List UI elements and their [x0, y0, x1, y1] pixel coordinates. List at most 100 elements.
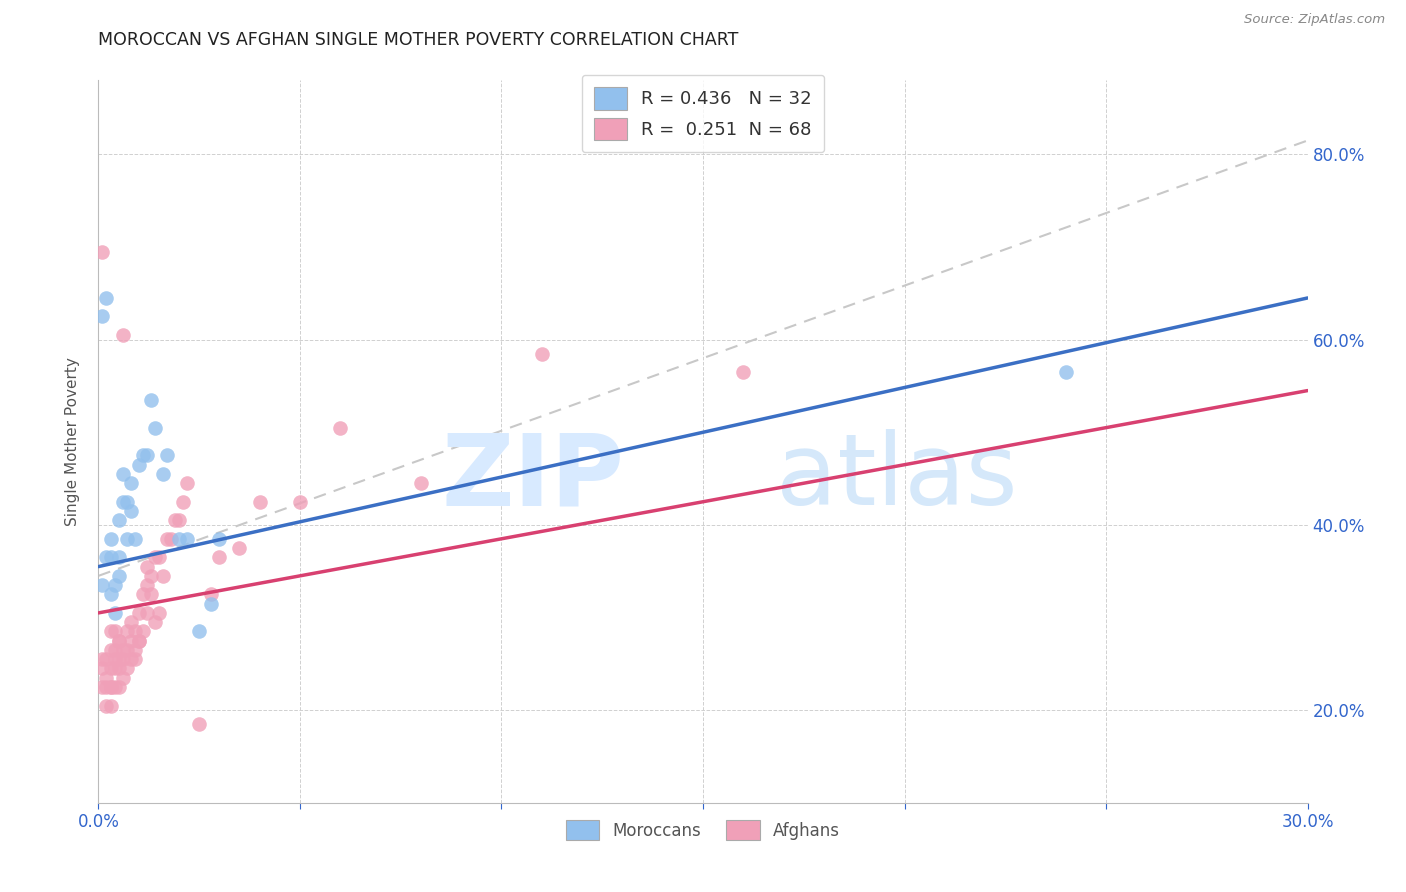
Point: [188, 624, 211, 639]
Point: [107, 680, 129, 694]
Point: [152, 569, 174, 583]
Text: ZIP: ZIP: [441, 429, 624, 526]
Point: [96, 652, 118, 666]
Point: [172, 494, 194, 508]
Point: [1054, 365, 1077, 379]
Point: [208, 550, 231, 565]
Point: [100, 661, 122, 675]
Point: [124, 624, 146, 639]
Point: [111, 643, 134, 657]
Point: [530, 346, 553, 360]
Point: [249, 494, 271, 508]
Point: [139, 569, 162, 583]
Point: [329, 420, 352, 434]
Point: [143, 615, 166, 630]
Point: [135, 578, 157, 592]
Point: [128, 633, 150, 648]
Point: [208, 532, 231, 546]
Point: [111, 467, 134, 481]
Point: [120, 504, 142, 518]
Point: [188, 717, 211, 731]
Point: [115, 643, 138, 657]
Point: [115, 661, 138, 675]
Point: [107, 633, 129, 648]
Point: [91, 578, 114, 592]
Point: [163, 513, 186, 527]
Point: [228, 541, 250, 555]
Point: [120, 652, 142, 666]
Point: [96, 671, 118, 685]
Point: [139, 587, 162, 601]
Point: [107, 550, 129, 565]
Point: [115, 624, 138, 639]
Legend: Moroccans, Afghans: Moroccans, Afghans: [558, 812, 848, 848]
Point: [288, 494, 311, 508]
Point: [91, 652, 114, 666]
Point: [100, 680, 122, 694]
Point: [143, 550, 166, 565]
Point: [176, 476, 198, 491]
Point: [103, 652, 125, 666]
Y-axis label: Single Mother Poverty: Single Mother Poverty: [65, 357, 80, 526]
Point: [100, 550, 122, 565]
Point: [128, 633, 150, 648]
Point: [128, 606, 150, 620]
Point: [103, 680, 125, 694]
Point: [100, 680, 122, 694]
Point: [135, 449, 157, 463]
Point: [176, 532, 198, 546]
Point: [135, 559, 157, 574]
Point: [152, 467, 174, 481]
Point: [128, 458, 150, 472]
Point: [135, 606, 157, 620]
Point: [124, 643, 146, 657]
Text: atlas: atlas: [776, 429, 1017, 526]
Point: [100, 587, 122, 601]
Point: [124, 532, 146, 546]
Point: [409, 476, 432, 491]
Point: [91, 244, 114, 259]
Point: [167, 513, 190, 527]
Point: [103, 643, 125, 657]
Point: [132, 587, 155, 601]
Text: MOROCCAN VS AFGHAN SINGLE MOTHER POVERTY CORRELATION CHART: MOROCCAN VS AFGHAN SINGLE MOTHER POVERTY…: [98, 31, 738, 49]
Point: [120, 615, 142, 630]
Point: [103, 578, 125, 592]
Point: [733, 365, 755, 379]
Point: [100, 624, 122, 639]
Point: [111, 652, 134, 666]
Text: Source: ZipAtlas.com: Source: ZipAtlas.com: [1244, 13, 1385, 27]
Point: [156, 449, 179, 463]
Point: [91, 310, 114, 324]
Point: [124, 652, 146, 666]
Point: [100, 532, 122, 546]
Point: [148, 606, 170, 620]
Point: [107, 569, 129, 583]
Point: [132, 624, 155, 639]
Point: [148, 550, 170, 565]
Point: [96, 698, 118, 713]
Point: [111, 671, 134, 685]
Point: [96, 680, 118, 694]
Point: [107, 513, 129, 527]
Point: [103, 624, 125, 639]
Point: [200, 587, 222, 601]
Point: [111, 494, 134, 508]
Point: [91, 661, 114, 675]
Point: [167, 532, 190, 546]
Point: [107, 652, 129, 666]
Point: [91, 680, 114, 694]
Point: [103, 606, 125, 620]
Point: [139, 392, 162, 407]
Point: [115, 532, 138, 546]
Point: [107, 633, 129, 648]
Point: [120, 476, 142, 491]
Point: [160, 532, 183, 546]
Point: [156, 532, 179, 546]
Point: [143, 420, 166, 434]
Point: [115, 494, 138, 508]
Point: [103, 661, 125, 675]
Point: [120, 633, 142, 648]
Point: [100, 698, 122, 713]
Point: [111, 328, 134, 343]
